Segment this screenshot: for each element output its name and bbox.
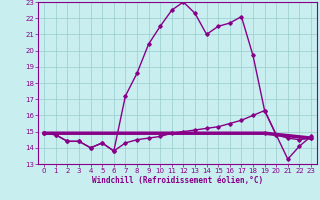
X-axis label: Windchill (Refroidissement éolien,°C): Windchill (Refroidissement éolien,°C) [92, 176, 263, 185]
